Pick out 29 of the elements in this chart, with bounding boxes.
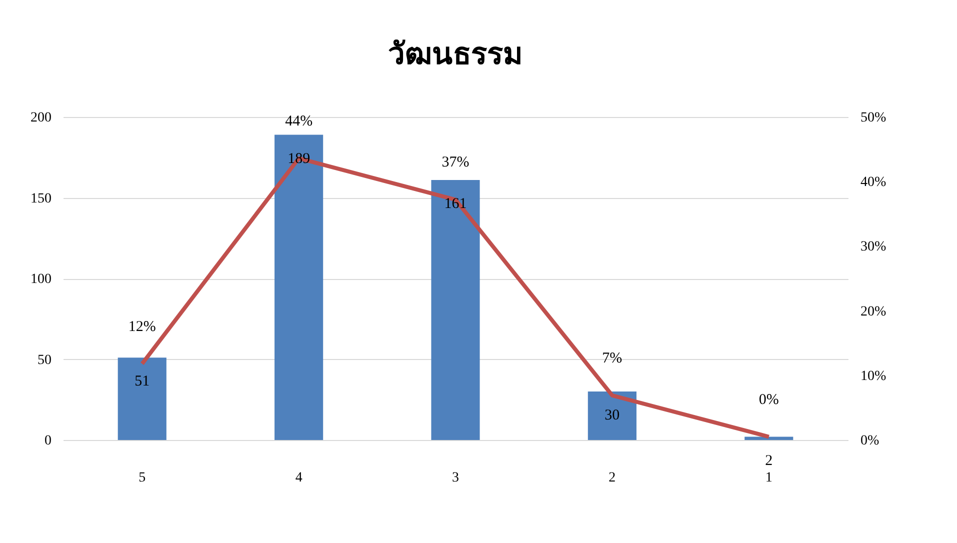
x-tick-label: 4 xyxy=(295,470,302,486)
y2-tick-label: 10% xyxy=(860,368,886,384)
data-label: 12% xyxy=(128,318,156,335)
bar xyxy=(431,180,480,440)
y2-tick-label: 40% xyxy=(860,175,886,190)
y2-tick-label: 0% xyxy=(860,434,880,448)
y-tick-label: 50 xyxy=(38,352,52,368)
y2-tick-label: 30% xyxy=(860,240,886,255)
data-label: 7% xyxy=(602,350,622,366)
x-tick-label: 2 xyxy=(608,470,616,486)
chart-title: วัฒนธรรม xyxy=(388,37,523,72)
data-label: 51 xyxy=(134,374,150,390)
data-label: 2 xyxy=(765,452,773,469)
bar xyxy=(588,392,636,440)
y-tick-label: 150 xyxy=(30,191,52,206)
x-tick-label: 1 xyxy=(765,470,772,486)
y-tick-label: 100 xyxy=(30,272,52,287)
y2-tick-label: 50% xyxy=(860,110,886,126)
data-label: 44% xyxy=(285,113,313,130)
x-tick-label: 3 xyxy=(452,470,459,486)
bar xyxy=(118,358,166,440)
data-label: 37% xyxy=(442,154,470,171)
x-tick-label: 5 xyxy=(138,470,146,486)
data-label: 0% xyxy=(758,392,779,408)
y-tick-label: 200 xyxy=(30,110,52,126)
y-tick-label: 0 xyxy=(44,434,52,448)
bar xyxy=(274,134,324,440)
data-label: 30 xyxy=(604,408,620,424)
y2-tick-label: 20% xyxy=(860,304,886,320)
